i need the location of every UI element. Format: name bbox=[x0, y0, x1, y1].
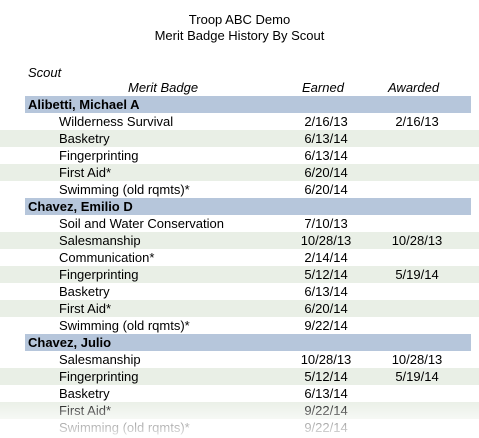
badge-earned-date: 2/14/14 bbox=[304, 250, 348, 265]
badge-name: Salesmanship bbox=[59, 352, 141, 367]
badge-awarded-date: 10/28/13 bbox=[391, 233, 443, 248]
badge-name: Salesmanship bbox=[59, 233, 141, 248]
badge-row: Wilderness Survival 2/16/13 2/16/13 bbox=[0, 113, 479, 130]
badge-row: Salesmanship 10/28/13 10/28/13 bbox=[0, 351, 479, 368]
badge-row: Swimming (old rqmts)* 9/22/14 bbox=[0, 317, 479, 334]
badge-earned-date: 9/22/14 bbox=[304, 403, 348, 418]
badge-earned-date: 6/13/14 bbox=[304, 148, 348, 163]
badge-awarded-date: 5/19/14 bbox=[395, 369, 439, 384]
badge-name: Fingerprinting bbox=[59, 148, 139, 163]
badge-row: Fingerprinting 6/13/14 bbox=[0, 147, 479, 164]
badge-name: Fingerprinting bbox=[59, 369, 139, 384]
badge-earned-date: 9/22/14 bbox=[304, 420, 348, 435]
badge-row: Fingerprinting 5/12/14 5/19/14 bbox=[0, 368, 479, 385]
badge-row: Basketry 6/13/14 bbox=[0, 385, 479, 402]
badge-name: Soil and Water Conservation bbox=[59, 216, 224, 231]
badge-name: First Aid* bbox=[59, 403, 112, 418]
column-header-merit-badge: Merit Badge bbox=[128, 80, 199, 95]
badge-name: Basketry bbox=[59, 386, 110, 401]
badge-earned-date: 5/12/14 bbox=[304, 267, 348, 282]
badge-earned-date: 6/13/14 bbox=[304, 386, 348, 401]
report-subtitle: Merit Badge History By Scout bbox=[154, 28, 325, 43]
badge-row: Salesmanship 10/28/13 10/28/13 bbox=[0, 232, 479, 249]
badge-earned-date: 6/13/14 bbox=[304, 131, 348, 146]
badge-name: Swimming (old rqmts)* bbox=[59, 182, 190, 197]
report-title: Troop ABC Demo bbox=[188, 12, 291, 27]
scout-name-row: Chavez, Emilio D bbox=[25, 198, 471, 215]
badge-name: Fingerprinting bbox=[59, 267, 139, 282]
column-header-scout: Scout bbox=[28, 65, 62, 80]
scout-name-row: Alibetti, Michael A bbox=[25, 96, 471, 113]
badge-row: Fingerprinting 5/12/14 5/19/14 bbox=[0, 266, 479, 283]
badge-row: Basketry 6/13/14 bbox=[0, 130, 479, 147]
badge-row: First Aid* 9/22/14 bbox=[0, 402, 479, 419]
badge-name: First Aid* bbox=[59, 165, 112, 180]
badge-row: First Aid* 6/20/14 bbox=[0, 300, 479, 317]
badge-awarded-date: 2/16/13 bbox=[395, 114, 439, 129]
badge-earned-date: 6/20/14 bbox=[304, 165, 348, 180]
report-body: Alibetti, Michael A Wilderness Survival 2/… bbox=[0, 96, 479, 436]
badge-row: Swimming (old rqmts)* 6/20/14 bbox=[0, 181, 479, 198]
badge-awarded-date: 5/19/14 bbox=[395, 267, 439, 282]
badge-name: Basketry bbox=[59, 284, 110, 299]
badge-earned-date: 5/12/14 bbox=[304, 369, 348, 384]
badge-earned-date: 6/20/14 bbox=[304, 182, 348, 197]
badge-earned-date: 2/16/13 bbox=[304, 114, 348, 129]
badge-row: Communication* 2/14/14 bbox=[0, 249, 479, 266]
column-header-earned: Earned bbox=[302, 80, 344, 95]
badge-earned-date: 6/13/14 bbox=[304, 284, 348, 299]
badge-name: Swimming (old rqmts)* bbox=[59, 318, 190, 333]
badge-name: Wilderness Survival bbox=[59, 114, 174, 129]
badge-name: Communication* bbox=[59, 250, 155, 265]
scout-name-row: Chavez, Julio bbox=[25, 334, 471, 351]
badge-name: Swimming (old rqmts)* bbox=[59, 420, 190, 435]
badge-earned-date: 6/20/14 bbox=[304, 301, 348, 316]
badge-name: Basketry bbox=[59, 131, 110, 146]
badge-row: First Aid* 6/20/14 bbox=[0, 164, 479, 181]
badge-row: Swimming (old rqmts)* 9/22/14 bbox=[0, 419, 479, 436]
badge-earned-date: 7/10/13 bbox=[304, 216, 348, 231]
column-header-awarded: Awarded bbox=[388, 80, 440, 95]
badge-row: Basketry 6/13/14 bbox=[0, 283, 479, 300]
badge-row: Soil and Water Conservation 7/10/13 bbox=[0, 215, 479, 232]
badge-earned-date: 10/28/13 bbox=[300, 233, 352, 248]
badge-earned-date: 10/28/13 bbox=[300, 352, 352, 367]
badge-earned-date: 9/22/14 bbox=[304, 318, 348, 333]
badge-awarded-date: 10/28/13 bbox=[391, 352, 443, 367]
badge-name: First Aid* bbox=[59, 301, 112, 316]
